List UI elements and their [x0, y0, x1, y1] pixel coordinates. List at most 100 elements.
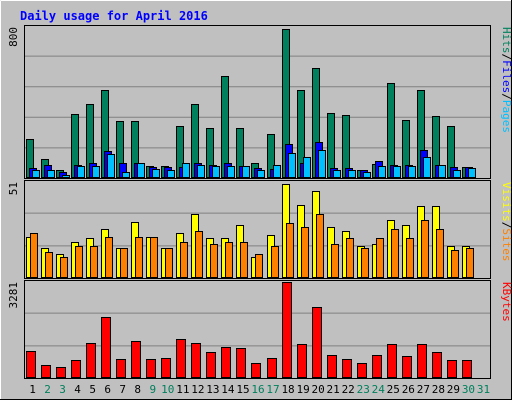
x-tick-label-day-18: 18: [281, 383, 294, 396]
x-tick-label-day-21: 21: [327, 383, 340, 396]
bar-kbytes-day-15: [236, 348, 246, 378]
bar-sites-day-7: [120, 248, 128, 278]
bar-sites-day-5: [90, 246, 98, 278]
bar-kbytes-day-4: [71, 360, 81, 378]
bar-kbytes-day-9: [146, 359, 156, 378]
x-tick-label-day-30: 30: [462, 383, 475, 396]
x-tick-label-day-28: 28: [432, 383, 445, 396]
bar-kbytes-day-11: [176, 339, 186, 378]
bar-sites-day-29: [451, 250, 459, 278]
bar-kbytes-day-3: [56, 367, 66, 378]
bar-pages-day-22: [348, 170, 356, 178]
bar-kbytes-day-2: [41, 365, 51, 378]
bar-sites-day-6: [105, 237, 113, 278]
bar-kbytes-day-19: [297, 344, 307, 378]
bar-kbytes-day-26: [402, 356, 412, 378]
legend-separator: /: [500, 222, 512, 229]
bar-pages-day-8: [137, 163, 145, 178]
x-tick-label-day-23: 23: [357, 383, 370, 396]
x-tick-label-day-14: 14: [221, 383, 235, 396]
bar-pages-day-30: [468, 168, 476, 178]
bar-pages-day-26: [408, 166, 416, 178]
bar-sites-day-1: [30, 233, 38, 278]
legend-separator: /: [500, 93, 512, 100]
bar-pages-day-5: [92, 166, 100, 178]
bar-kbytes-day-5: [86, 343, 96, 378]
bar-pages-day-21: [333, 170, 341, 178]
bar-kbytes-day-7: [116, 359, 126, 378]
bar-sites-day-26: [406, 238, 414, 278]
x-tick-label-day-26: 26: [402, 383, 415, 396]
bar-sites-day-23: [361, 248, 369, 278]
panel-legend: KBytes: [500, 282, 512, 322]
y-axis-max-label: 800: [7, 27, 20, 47]
chart-title: Daily usage for April 2016: [20, 9, 208, 23]
bar-hits-day-21: [327, 113, 335, 178]
bar-pages-day-2: [47, 170, 55, 178]
bar-sites-day-24: [376, 238, 384, 278]
x-tick-label-day-6: 6: [104, 383, 111, 396]
bar-pages-day-1: [32, 170, 40, 178]
bar-kbytes-day-6: [101, 317, 111, 378]
bar-pages-day-6: [107, 154, 115, 178]
bar-sites-day-10: [165, 248, 173, 278]
bar-pages-day-17: [273, 165, 281, 178]
x-tick-label-day-3: 3: [59, 383, 66, 396]
bar-kbytes-day-21: [327, 355, 337, 378]
bar-kbytes-day-28: [432, 352, 442, 378]
bar-pages-day-18: [288, 153, 296, 178]
bar-pages-day-7: [122, 172, 130, 178]
x-tick-label-day-13: 13: [206, 383, 219, 396]
x-tick-label-day-2: 2: [44, 383, 51, 396]
bar-kbytes-day-23: [357, 363, 367, 378]
x-tick-label-day-1: 1: [29, 383, 36, 396]
bar-kbytes-day-8: [131, 341, 141, 378]
bar-pages-day-4: [77, 166, 85, 178]
bar-sites-day-20: [316, 214, 324, 278]
x-tick-label-day-15: 15: [236, 383, 249, 396]
bar-pages-day-15: [242, 166, 250, 178]
x-tick-label-day-24: 24: [372, 383, 386, 396]
x-tick-label-day-9: 9: [149, 383, 156, 396]
x-tick-label-day-22: 22: [342, 383, 355, 396]
bar-pages-day-19: [303, 157, 311, 178]
bar-kbytes-day-25: [387, 344, 397, 378]
bar-pages-day-25: [393, 166, 401, 178]
bar-sites-day-14: [225, 242, 233, 278]
x-tick-label-day-17: 17: [266, 383, 279, 396]
x-tick-label-day-29: 29: [447, 383, 460, 396]
x-tick-label-day-5: 5: [89, 383, 96, 396]
x-tick-label-day-31: 31: [477, 383, 490, 396]
x-tick-label-day-19: 19: [296, 383, 309, 396]
x-tick-label-day-27: 27: [417, 383, 430, 396]
bar-kbytes-day-1: [26, 351, 36, 378]
bar-pages-day-24: [378, 166, 386, 178]
bar-sites-day-25: [391, 229, 399, 278]
bar-kbytes-day-14: [221, 347, 231, 378]
bar-hits-day-25: [387, 83, 395, 178]
bar-pages-day-12: [197, 165, 205, 178]
bar-sites-day-16: [255, 254, 263, 278]
x-tick-label-day-25: 25: [387, 383, 400, 396]
legend-item-pages: Pages: [500, 100, 512, 133]
bar-pages-day-27: [423, 157, 431, 178]
bar-pages-day-20: [318, 150, 326, 178]
bar-sites-day-13: [210, 244, 218, 278]
bar-pages-day-3: [62, 175, 70, 178]
x-tick-label-day-7: 7: [119, 383, 126, 396]
bar-sites-day-3: [60, 257, 68, 278]
bar-sites-day-30: [466, 248, 474, 278]
bar-pages-day-13: [212, 166, 220, 178]
bar-sites-day-28: [436, 229, 444, 278]
x-tick-label-day-20: 20: [312, 383, 325, 396]
y-axis-max-label: 51: [7, 182, 20, 195]
y-axis-max-label: 3281: [7, 282, 20, 309]
bar-sites-day-15: [240, 242, 248, 278]
x-tick-label-day-11: 11: [176, 383, 189, 396]
bar-kbytes-day-30: [462, 360, 472, 378]
bar-pages-day-23: [363, 172, 371, 178]
legend-item-files: Files: [500, 60, 512, 93]
day-labels: 1 2 3 4 5 6 7 8 9 10 11 12 13 14 15 16 17 18 19 20 21 22 23 24 2…: [29, 383, 490, 396]
bar-sites-day-21: [331, 244, 339, 278]
